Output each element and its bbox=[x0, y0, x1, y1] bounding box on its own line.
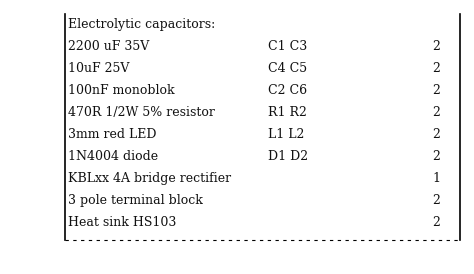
Text: R1 R2: R1 R2 bbox=[268, 106, 307, 119]
Text: 2: 2 bbox=[432, 150, 440, 163]
Text: Heat sink HS103: Heat sink HS103 bbox=[68, 216, 176, 229]
Text: 2: 2 bbox=[432, 106, 440, 119]
Text: C4 C5: C4 C5 bbox=[268, 62, 307, 75]
Text: 3mm red LED: 3mm red LED bbox=[68, 128, 156, 141]
Text: D1 D2: D1 D2 bbox=[268, 150, 308, 163]
Text: 2: 2 bbox=[432, 216, 440, 229]
Text: 2: 2 bbox=[432, 62, 440, 75]
Text: 2: 2 bbox=[432, 128, 440, 141]
Text: Electrolytic capacitors:: Electrolytic capacitors: bbox=[68, 18, 215, 31]
Text: 2200 uF 35V: 2200 uF 35V bbox=[68, 40, 149, 53]
Text: 2: 2 bbox=[432, 84, 440, 97]
Text: 10uF 25V: 10uF 25V bbox=[68, 62, 129, 75]
Text: C2 C6: C2 C6 bbox=[268, 84, 307, 97]
Text: L1 L2: L1 L2 bbox=[268, 128, 304, 141]
Text: KBLxx 4A bridge rectifier: KBLxx 4A bridge rectifier bbox=[68, 172, 231, 185]
Text: 3 pole terminal block: 3 pole terminal block bbox=[68, 194, 203, 207]
Text: 470R 1/2W 5% resistor: 470R 1/2W 5% resistor bbox=[68, 106, 215, 119]
Text: 1: 1 bbox=[432, 172, 440, 185]
Text: 2: 2 bbox=[432, 194, 440, 207]
Text: 100nF monoblok: 100nF monoblok bbox=[68, 84, 174, 97]
Text: 1N4004 diode: 1N4004 diode bbox=[68, 150, 158, 163]
Text: 2: 2 bbox=[432, 40, 440, 53]
Text: C1 C3: C1 C3 bbox=[268, 40, 307, 53]
